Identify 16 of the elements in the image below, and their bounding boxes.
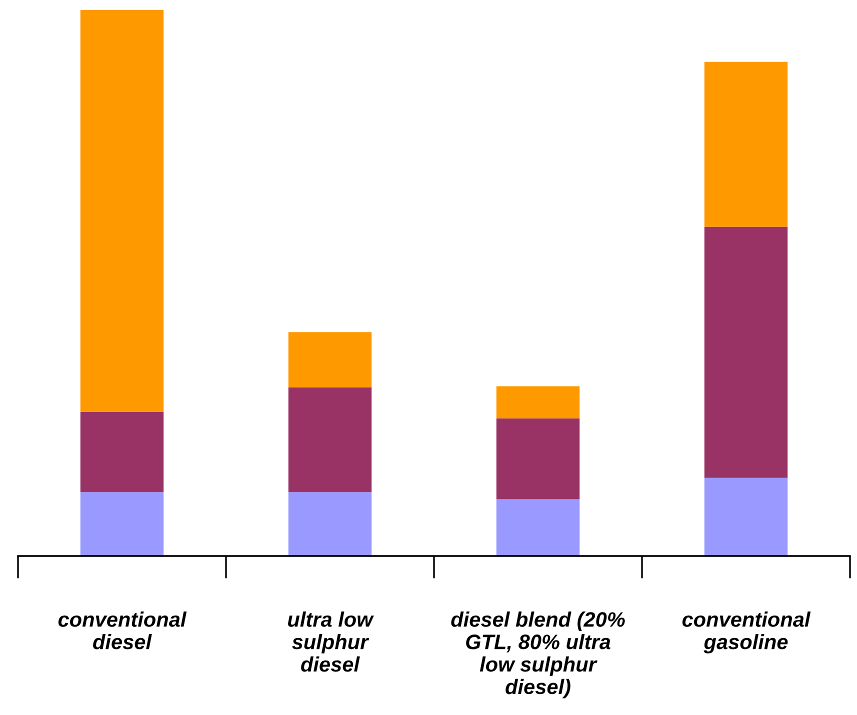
bar bbox=[288, 332, 372, 388]
bar bbox=[288, 492, 372, 556]
x-tick-label: diesel blend (20% GTL, 80% ultra low sulphur diesel) bbox=[451, 612, 625, 698]
x-tick-label: conventional diesel bbox=[58, 612, 187, 650]
x-tick-label: ultra low sulphur diesel bbox=[288, 612, 374, 672]
bar bbox=[704, 226, 788, 478]
bar bbox=[80, 10, 164, 412]
bar bbox=[80, 412, 164, 492]
x-tick-label: conventional gasoline bbox=[682, 612, 811, 654]
bar bbox=[496, 418, 580, 500]
bar bbox=[288, 387, 372, 492]
bar bbox=[496, 499, 580, 556]
bar bbox=[704, 478, 788, 556]
bar bbox=[496, 386, 580, 418]
bar bbox=[80, 492, 164, 556]
bar bbox=[704, 62, 788, 227]
